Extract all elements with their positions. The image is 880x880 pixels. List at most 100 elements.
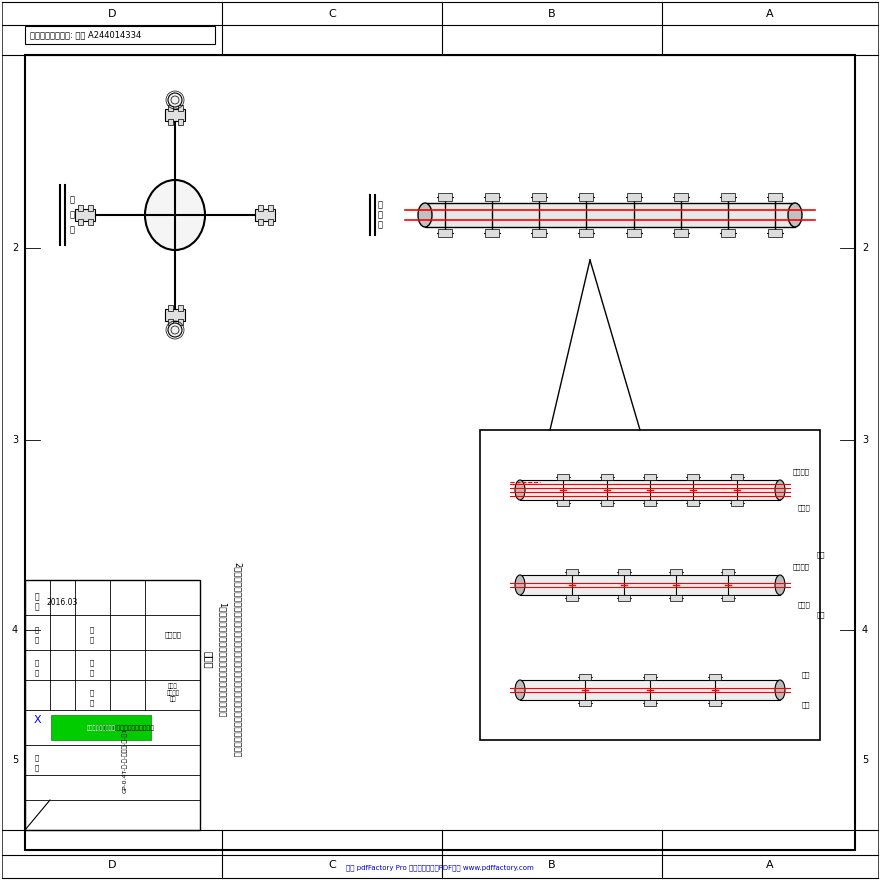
Ellipse shape xyxy=(515,575,525,595)
Text: 导线: 导线 xyxy=(817,552,825,558)
Bar xyxy=(709,674,721,680)
Text: 号: 号 xyxy=(35,765,39,771)
Text: 期: 期 xyxy=(34,603,40,612)
Bar xyxy=(579,700,591,706)
Text: 理: 理 xyxy=(90,700,94,707)
Circle shape xyxy=(168,93,182,107)
Bar xyxy=(709,700,721,706)
Text: 4: 4 xyxy=(862,625,868,635)
Bar xyxy=(255,209,275,221)
Text: 组: 组 xyxy=(35,670,39,677)
Ellipse shape xyxy=(418,203,432,227)
Bar xyxy=(618,595,630,601)
Bar xyxy=(722,595,734,601)
Ellipse shape xyxy=(775,575,785,595)
Bar xyxy=(268,205,273,211)
Text: 导线: 导线 xyxy=(817,612,825,619)
Bar xyxy=(601,500,612,506)
Bar xyxy=(722,569,734,575)
Text: 视: 视 xyxy=(70,210,75,219)
Text: 绝缘子: 绝缘子 xyxy=(797,505,810,511)
Bar xyxy=(178,319,183,325)
Text: 正: 正 xyxy=(378,201,383,209)
Bar xyxy=(168,119,173,125)
Ellipse shape xyxy=(145,180,205,250)
Ellipse shape xyxy=(515,480,525,500)
Bar xyxy=(438,229,452,237)
Text: 核: 核 xyxy=(90,670,94,677)
Text: 侧: 侧 xyxy=(70,195,75,204)
Bar xyxy=(601,474,612,480)
Bar xyxy=(670,569,682,575)
Bar xyxy=(258,219,263,225)
Text: 图: 图 xyxy=(70,225,75,234)
Bar xyxy=(579,193,593,201)
Text: 监: 监 xyxy=(90,690,94,696)
Text: A: A xyxy=(766,9,774,19)
Bar xyxy=(618,569,630,575)
Bar xyxy=(485,229,499,237)
Bar xyxy=(425,203,795,227)
Bar xyxy=(566,595,578,601)
Text: 审: 审 xyxy=(90,660,94,666)
Bar xyxy=(25,580,200,830)
Bar xyxy=(674,229,687,237)
Text: 规格: 规格 xyxy=(802,701,810,708)
Text: 品种: 品种 xyxy=(802,671,810,678)
Text: X: X xyxy=(33,715,40,725)
Bar xyxy=(579,674,591,680)
Text: 5: 5 xyxy=(11,755,18,765)
Bar xyxy=(78,219,83,225)
Ellipse shape xyxy=(788,203,802,227)
Circle shape xyxy=(168,323,182,337)
Bar xyxy=(532,229,546,237)
Bar xyxy=(687,500,700,506)
Bar xyxy=(168,305,173,311)
Bar xyxy=(768,229,782,237)
Text: 设: 设 xyxy=(90,627,94,634)
Text: 2: 2 xyxy=(862,243,869,253)
Text: 绝缘子: 绝缘子 xyxy=(797,602,810,608)
Bar xyxy=(730,500,743,506)
Bar xyxy=(168,105,173,111)
Text: B: B xyxy=(548,9,556,19)
Text: 备注：: 备注： xyxy=(203,651,213,669)
Text: C: C xyxy=(328,860,336,870)
Text: 穿刺线夹: 穿刺线夹 xyxy=(793,469,810,475)
Text: 穿刺线夹: 穿刺线夹 xyxy=(793,564,810,570)
Bar xyxy=(557,500,569,506)
Bar xyxy=(480,430,820,740)
Bar xyxy=(178,105,183,111)
Text: 日: 日 xyxy=(34,592,40,602)
Bar xyxy=(670,595,682,601)
Text: D: D xyxy=(107,860,116,870)
Bar xyxy=(579,229,593,237)
Text: GP-0.4T-电-居-五四四-八-图1: GP-0.4T-电-居-五四四-八-图1 xyxy=(122,728,128,793)
Text: D: D xyxy=(107,9,116,19)
Bar xyxy=(165,309,185,321)
Bar xyxy=(687,474,700,480)
Text: 视: 视 xyxy=(378,210,383,219)
Text: 1、本图适用于电杆街码线路八线直线绵缘子安装。: 1、本图适用于电杆街码线路八线直线绵缘子安装。 xyxy=(217,603,226,717)
Bar xyxy=(168,319,173,325)
Bar xyxy=(520,680,780,700)
Text: 5: 5 xyxy=(862,755,869,765)
Text: 4: 4 xyxy=(12,625,18,635)
Bar xyxy=(644,500,656,506)
Bar xyxy=(520,480,780,500)
Bar xyxy=(644,474,656,480)
Text: B: B xyxy=(548,860,556,870)
Ellipse shape xyxy=(775,680,785,700)
Text: 3: 3 xyxy=(862,435,868,445)
Text: 利用 pdfFactory Pro 测试版本创建的PDF文档 www.pdffactory.com: 利用 pdfFactory Pro 测试版本创建的PDF文档 www.pdffa… xyxy=(346,865,534,871)
Bar xyxy=(485,193,499,201)
Bar xyxy=(721,229,735,237)
Bar xyxy=(557,474,569,480)
Bar xyxy=(520,575,780,595)
Ellipse shape xyxy=(515,680,525,700)
Text: 3: 3 xyxy=(12,435,18,445)
Text: 居民委
居民工程
公司: 居民委 居民工程 公司 xyxy=(166,684,180,702)
Text: C: C xyxy=(328,9,336,19)
Bar xyxy=(25,26,215,44)
Bar xyxy=(78,205,83,211)
